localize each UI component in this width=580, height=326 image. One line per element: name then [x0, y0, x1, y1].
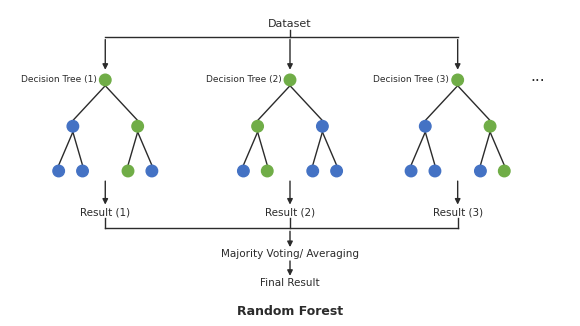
- Text: Decision Tree (1): Decision Tree (1): [21, 75, 97, 84]
- Ellipse shape: [77, 165, 88, 177]
- Ellipse shape: [484, 121, 496, 132]
- Ellipse shape: [405, 165, 417, 177]
- Text: Result (3): Result (3): [433, 208, 483, 217]
- Text: ...: ...: [530, 69, 545, 84]
- Text: Random Forest: Random Forest: [237, 305, 343, 318]
- Ellipse shape: [452, 74, 463, 86]
- Ellipse shape: [132, 121, 143, 132]
- Ellipse shape: [262, 165, 273, 177]
- Text: Final Result: Final Result: [260, 278, 320, 288]
- Text: Decision Tree (2): Decision Tree (2): [206, 75, 281, 84]
- Ellipse shape: [238, 165, 249, 177]
- Text: Majority Voting/ Averaging: Majority Voting/ Averaging: [221, 249, 359, 259]
- Ellipse shape: [307, 165, 318, 177]
- Ellipse shape: [122, 165, 134, 177]
- Ellipse shape: [499, 165, 510, 177]
- Ellipse shape: [284, 74, 296, 86]
- Text: Result (1): Result (1): [80, 208, 130, 217]
- Ellipse shape: [252, 121, 263, 132]
- Text: Dataset: Dataset: [268, 19, 312, 29]
- Ellipse shape: [429, 165, 441, 177]
- Ellipse shape: [146, 165, 158, 177]
- Text: Decision Tree (3): Decision Tree (3): [373, 75, 449, 84]
- Ellipse shape: [331, 165, 342, 177]
- Ellipse shape: [474, 165, 486, 177]
- Ellipse shape: [67, 121, 79, 132]
- Ellipse shape: [53, 165, 64, 177]
- Ellipse shape: [419, 121, 431, 132]
- Text: Result (2): Result (2): [265, 208, 315, 217]
- Ellipse shape: [100, 74, 111, 86]
- Ellipse shape: [317, 121, 328, 132]
